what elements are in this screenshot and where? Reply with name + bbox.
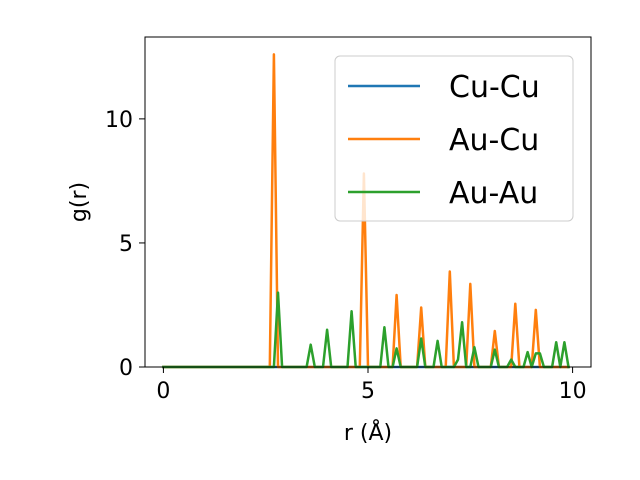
- legend: Cu-Cu Au-Cu Au-Au: [334, 55, 574, 222]
- y-tick-label: 0: [119, 356, 133, 381]
- legend-label-au-cu: Au-Cu: [449, 123, 539, 158]
- y-tick-label: 5: [119, 232, 133, 257]
- x-tick-label: 10: [559, 379, 587, 404]
- legend-frame: [334, 55, 574, 222]
- ticks-layer: 0 5 10 0 5 10: [105, 108, 587, 404]
- y-tick-label: 10: [105, 108, 133, 133]
- x-axis-label: r (Å): [344, 419, 392, 446]
- y-axis-label: g(r): [67, 182, 92, 222]
- x-tick-label: 5: [361, 379, 375, 404]
- legend-label-au-au: Au-Au: [449, 176, 538, 211]
- legend-label-cu-cu: Cu-Cu: [449, 70, 540, 105]
- legend-entries: Cu-Cu Au-Cu Au-Au: [348, 70, 540, 211]
- x-tick-label: 0: [156, 379, 170, 404]
